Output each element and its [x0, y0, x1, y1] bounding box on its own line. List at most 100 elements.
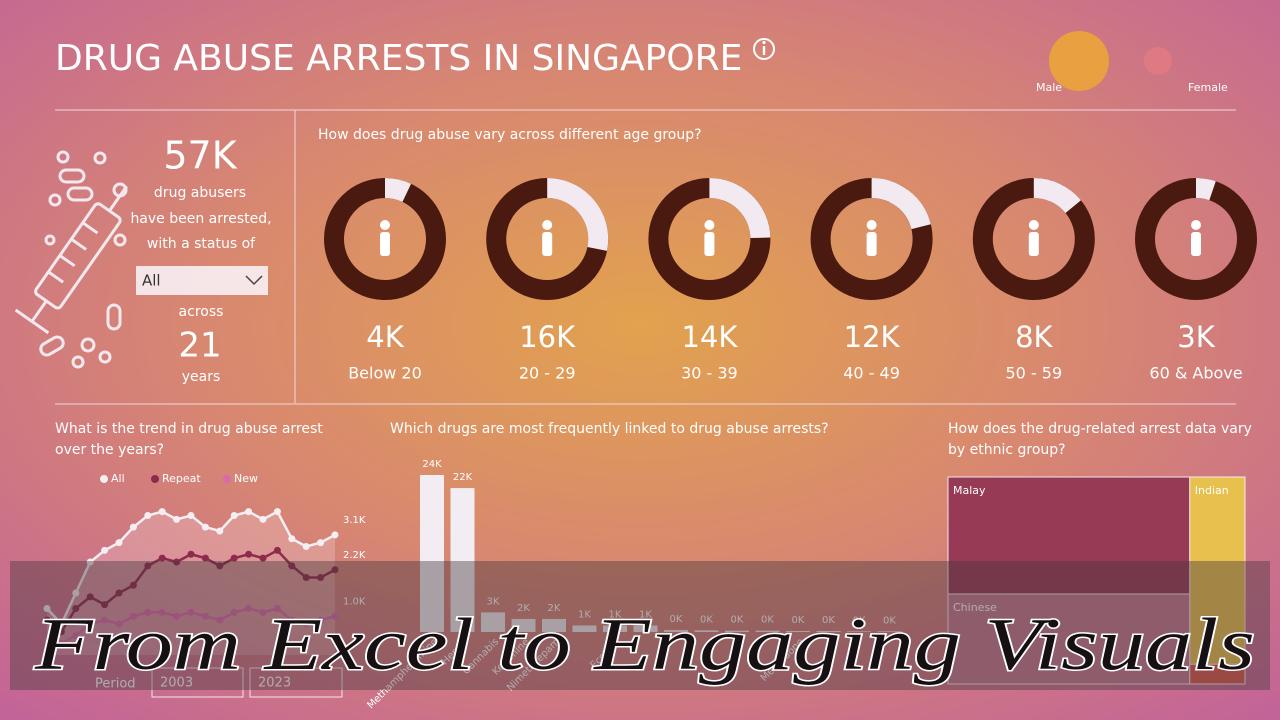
point [115, 589, 123, 597]
bar [725, 630, 749, 632]
bar-label: 0K [670, 614, 683, 625]
point [187, 608, 195, 616]
summary-text: drug abusers [154, 185, 246, 201]
point [86, 620, 94, 628]
period-label: Period [95, 677, 136, 692]
summary-text: across [179, 304, 224, 320]
age-label: Below 20 [348, 364, 422, 383]
point [72, 632, 80, 640]
point [158, 608, 166, 616]
point [158, 554, 166, 562]
bar-label: 2K [517, 603, 530, 614]
point [86, 593, 94, 601]
bar [847, 631, 871, 632]
gender-label: Male [1036, 81, 1062, 94]
age-label: 60 & Above [1149, 364, 1242, 383]
bar [572, 625, 597, 632]
bar-label: 24K [422, 459, 442, 470]
period-to-box[interactable] [249, 667, 343, 698]
person-icon [704, 220, 715, 230]
bar-label: 0K [731, 615, 744, 626]
end-label: 1.0K [343, 596, 366, 607]
point [101, 601, 109, 609]
donut-slice [1135, 178, 1257, 300]
point [72, 589, 80, 597]
person-icon [1028, 220, 1039, 230]
legend-label: New [234, 472, 258, 485]
period-from: 2003 [160, 676, 193, 691]
point [187, 512, 195, 519]
person-icon [1028, 232, 1039, 256]
period-from-box[interactable] [151, 667, 244, 698]
year-count: 21 [178, 326, 221, 366]
age-value: 14K [681, 320, 738, 354]
age-label: 40 - 49 [843, 364, 900, 383]
bar-label: 2K [548, 603, 561, 614]
point [201, 523, 209, 531]
point [331, 566, 339, 574]
caption: From Excel to Engaging Visuals [34, 604, 1255, 686]
bar-label: 0K [853, 615, 866, 626]
point [57, 628, 65, 636]
legend-dot [151, 475, 159, 483]
bar-label: 1K [609, 609, 622, 620]
dropdown-value: All [142, 272, 161, 290]
section-title: over the years? [55, 442, 164, 458]
point [245, 550, 253, 558]
section-title: by ethnic group? [948, 442, 1066, 458]
point [230, 608, 238, 616]
age-donuts: 4K Below 20 16K 20 - 29 14K 30 - 39 12K 40 - 49… [324, 178, 1257, 383]
age-value: 3K [1177, 320, 1215, 354]
gender-label: Female [1188, 81, 1228, 94]
bar [481, 612, 505, 632]
bar-label: 1K [578, 609, 591, 620]
summary-text: have been arrested, [130, 211, 271, 227]
donut-slice [324, 178, 446, 300]
point [317, 616, 325, 624]
point [317, 539, 325, 547]
section-title: How does the drug-related arrest data va… [948, 421, 1252, 437]
legend-label: Repeat [162, 472, 201, 485]
point [216, 616, 224, 624]
status-dropdown[interactable]: All [136, 266, 268, 295]
point [302, 620, 310, 628]
info-icon[interactable] [753, 38, 775, 60]
point [144, 562, 152, 570]
bar-label: 22K [453, 472, 473, 483]
point [216, 527, 224, 535]
age-label: 20 - 29 [519, 364, 576, 383]
bar-label: 0K [883, 615, 896, 626]
age-value: 16K [519, 320, 576, 354]
point [173, 558, 181, 566]
person-icon [866, 220, 877, 230]
bar-label: 1K [639, 609, 652, 620]
bar [542, 618, 566, 632]
treemap-cell [947, 476, 1191, 595]
bar [450, 488, 475, 632]
syringe-illustration [14, 150, 128, 369]
point [43, 605, 51, 612]
person-icon [1191, 220, 1201, 230]
point [101, 546, 109, 554]
gender-legend: Male Female [1036, 31, 1228, 94]
trend-chart: All 3.1K Repeat 2.2K New 1.0K [43, 472, 366, 655]
point [331, 531, 339, 539]
section-title: What is the trend in drug abuse arrest [55, 421, 323, 437]
person-icon [380, 220, 390, 230]
bar [603, 625, 627, 632]
summary-text: with a status of [147, 236, 256, 252]
point [302, 543, 310, 550]
point [259, 554, 267, 562]
point [331, 612, 339, 620]
bar [877, 631, 902, 632]
point [173, 515, 181, 523]
bar [694, 630, 719, 632]
point [230, 512, 238, 519]
donut-slice [648, 178, 771, 300]
area [47, 511, 335, 655]
legend-dot [223, 475, 231, 483]
person-icon [380, 232, 390, 256]
point [144, 512, 152, 519]
point [302, 574, 310, 581]
bar [664, 630, 688, 632]
